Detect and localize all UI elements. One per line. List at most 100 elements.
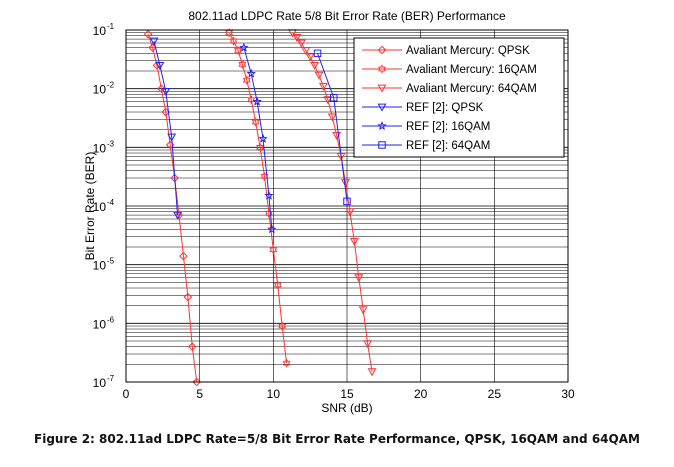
data-point [246,68,256,78]
data-point [358,306,368,315]
legend-label: Avaliant Mercury: QPSK [406,45,530,57]
series-1 [225,28,291,368]
data-point [282,358,291,368]
data-point [292,33,302,42]
y-tick-label: 10 [93,24,107,38]
y-tick-exponent: -5 [107,257,115,266]
data-point [239,42,249,52]
data-point [183,292,193,302]
series-5 [313,49,351,206]
data-point [296,39,306,48]
legend-label: REF [2]: QPSK [406,102,484,114]
y-tick-exponent: -6 [107,315,115,324]
data-point [330,94,338,102]
y-tick-labels: 10-710-610-510-410-310-210-1 [93,22,115,390]
y-tick-label: 10 [93,259,107,273]
data-point [256,142,265,152]
y-tick-label: 10 [93,317,107,331]
legend-label: Avaliant Mercury: 64QAM [406,83,537,95]
legend-marker [378,64,386,74]
y-tick-label: 10 [93,83,107,97]
legend-entry: Avaliant Mercury: 64QAM [362,83,537,95]
legend-label: REF [2]: 64QAM [406,140,490,152]
series-4 [239,42,277,234]
data-point [149,37,159,46]
legend-entry: REF [2]: 64QAM [362,140,490,152]
x-tick-label: 10 [267,387,281,401]
data-point [318,82,328,91]
legend-marker [377,84,387,93]
data-point [143,29,153,39]
x-tick-labels: 0 5 10 15 20 25 30 [123,387,575,401]
legend-marker [377,45,387,55]
data-point [192,377,202,387]
data-point [174,210,184,220]
data-point [179,251,188,261]
data-point [367,368,377,377]
data-point [264,208,273,218]
data-point [238,59,247,69]
data-point [327,113,337,122]
data-point [363,340,373,349]
data-point [301,46,311,55]
series-3 [149,37,183,220]
data-point [247,95,256,105]
series-layer [143,28,377,387]
legend-marker [378,141,386,149]
x-tick-label: 15 [340,387,354,401]
data-point [278,321,287,331]
data-point [305,53,315,62]
data-point [157,84,166,93]
data-point [323,96,333,105]
y-tick-exponent: -7 [107,374,115,383]
y-tick-exponent: -3 [107,139,115,148]
legend-entry: Avaliant Mercury: 16QAM [362,64,537,76]
x-axis-label: SNR (dB) [321,401,372,415]
series-line [317,53,348,202]
data-point [252,96,262,106]
x-tick-label: 20 [414,387,428,401]
legend-marker [377,121,387,130]
data-point [258,133,268,143]
legend-entry: Avaliant Mercury: QPSK [362,45,530,57]
series-line [292,32,373,372]
y-tick-exponent: -1 [107,22,115,31]
x-tick-label: 25 [488,387,502,401]
ber-chart: 802.11ad LDPC Rate 5/8 Bit Error Rate (B… [83,9,575,415]
data-point [251,117,260,127]
data-point [310,61,320,70]
y-tick-label: 10 [93,141,107,155]
data-point [225,28,234,38]
legend-label: Avaliant Mercury: 16QAM [406,64,537,76]
data-point [242,75,251,85]
data-point [161,87,171,96]
series-line [153,40,179,216]
y-axis-label: Bit Error Rate (BER) [83,152,97,261]
data-point [313,49,322,58]
data-point [345,208,355,217]
data-point [349,237,359,246]
data-point [234,45,242,55]
legend-box [353,37,565,158]
legend-entry: REF [2]: QPSK [362,102,484,114]
legend-entry: REF [2]: 16QAM [362,121,490,133]
data-point [354,274,364,283]
series-2 [288,29,377,377]
figure-caption: Figure 2: 802.11ad LDPC Rate=5/8 Bit Err… [34,432,640,446]
data-point [343,197,351,206]
data-point [269,245,278,255]
x-tick-label: 0 [123,387,130,401]
data-point [264,190,274,200]
y-tick-label: 10 [93,200,107,214]
data-point [273,280,282,290]
data-point [173,211,183,220]
series-line [243,47,273,230]
chart-title: 802.11ad LDPC Rate 5/8 Bit Error Rate (B… [188,9,506,23]
legend-marker [377,103,387,112]
data-point [167,133,177,142]
legend: Avaliant Mercury: QPSK Avaliant Mercury: … [353,37,565,158]
data-point [341,179,350,188]
y-tick-exponent: -4 [107,198,115,207]
data-point [260,171,269,181]
x-tick-label: 5 [196,387,203,401]
